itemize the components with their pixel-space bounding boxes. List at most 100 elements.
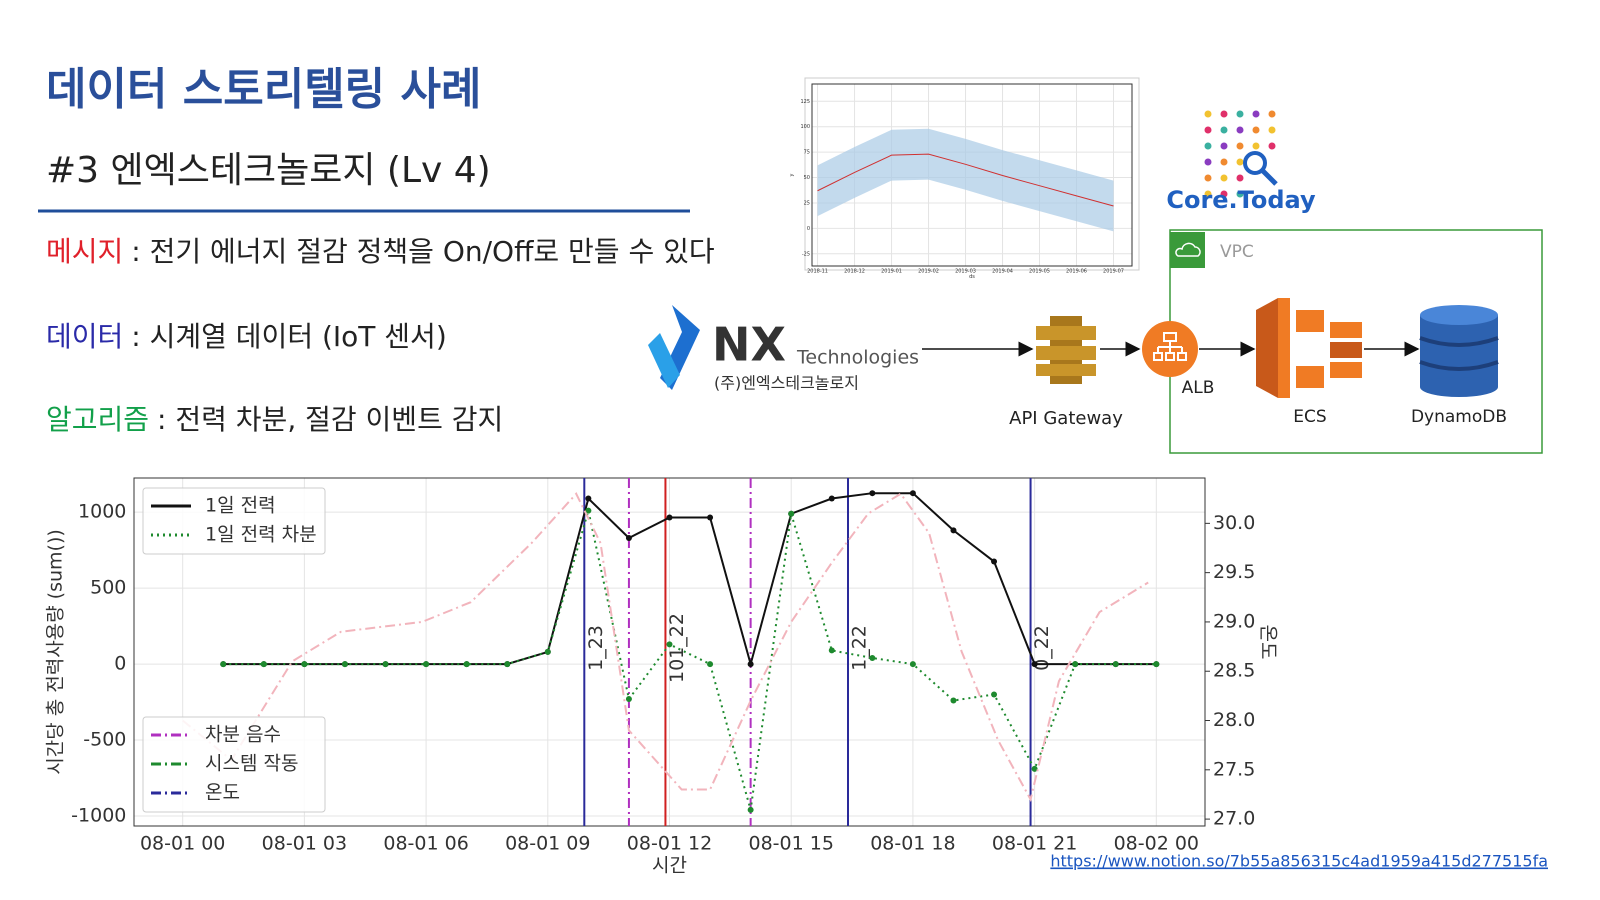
brand-magnifier-handle (1260, 168, 1278, 186)
title: 데이터 스토리텔링 사례 (46, 64, 481, 115)
series-line (182, 492, 1149, 803)
point (544, 648, 551, 655)
x-tick-label: 08-01 18 (870, 833, 955, 855)
brand-dot (1236, 190, 1244, 198)
point (747, 661, 754, 668)
point: 알고리즘: 전력 차분, 절감 이벤트 감지 (46, 403, 503, 436)
series-line (223, 492, 1157, 668)
x-tick-label: 08-01 03 (262, 833, 347, 855)
company-korean-name: (주)엔엑스테크놀로지 (714, 374, 859, 393)
x-tick-label: 2019-06 (1066, 268, 1087, 274)
plot-frame (811, 83, 1133, 267)
brand-dot (1204, 158, 1212, 166)
point (991, 691, 998, 698)
point (950, 527, 957, 534)
point (747, 806, 754, 813)
point (625, 696, 632, 703)
point (423, 661, 430, 668)
brand-dot (1236, 142, 1244, 150)
node-label: API Gateway (1009, 408, 1123, 429)
y2-tick-label: 30.0 (1213, 512, 1255, 534)
y2-tick-label: 29.0 (1213, 610, 1255, 632)
brand-dot (1252, 126, 1260, 134)
point (666, 641, 673, 648)
brand-dot (1220, 174, 1228, 182)
source-link[interactable]: https://www.notion.so/7b55a856315c4ad195… (1050, 852, 1548, 871)
point (1031, 765, 1038, 772)
point-text: : 전기 에너지 절감 정책을 On/Off로 만들 수 있다 (131, 235, 714, 268)
x-tick-label: 2019-01 (881, 268, 902, 274)
node-label: ALB (1182, 378, 1215, 398)
point (341, 661, 348, 668)
y-tick-label: 500 (90, 577, 126, 599)
y-tick-label: 75 (804, 150, 810, 156)
uncertainty-band (817, 128, 1114, 232)
point (1031, 661, 1038, 668)
legend-box (142, 716, 326, 813)
point-label: 메시지 (46, 235, 123, 268)
x-tick-label: 08-01 06 (383, 833, 468, 855)
y-tick-label: 25 (804, 200, 810, 206)
brand-dot (1220, 190, 1228, 198)
brand-logo (1204, 110, 1276, 198)
point (1153, 661, 1160, 668)
event-label: 1_23 (585, 625, 607, 671)
brand-dot (1252, 110, 1260, 118)
brand-dot (1236, 126, 1244, 134)
brand-dot (1268, 142, 1276, 150)
x-axis-label: 시간 (652, 854, 687, 876)
point (301, 661, 308, 668)
brand-dot (1220, 126, 1228, 134)
brand-dot (1204, 174, 1212, 182)
brand-dot (1220, 142, 1228, 150)
company-logo: NX Technologies (주)엔엑스테크놀로지 (648, 305, 919, 393)
point (463, 661, 470, 668)
point (909, 490, 916, 497)
point (828, 495, 835, 502)
x-tick-label: 08-01 09 (505, 833, 590, 855)
x-axis-label: ds (969, 274, 975, 280)
brand-dot (1220, 158, 1228, 166)
point (504, 661, 511, 668)
brand-dot (1204, 190, 1212, 198)
y2-tick-label: 28.5 (1213, 660, 1255, 682)
point (788, 510, 795, 517)
plot-frame (133, 477, 1206, 827)
event-label: 0_22 (1031, 625, 1053, 671)
y2-tick-label: 29.5 (1213, 561, 1255, 583)
x-tick-label: 08-01 00 (140, 833, 225, 855)
y-axis-label: y (789, 173, 795, 176)
y2-axis-label: 온도 (1257, 625, 1279, 660)
node-label: DynamoDB (1411, 407, 1507, 427)
point (869, 490, 876, 497)
x-tick-label: 08-01 12 (627, 833, 712, 855)
point (625, 535, 632, 541)
y-tick-label: 50 (804, 175, 810, 181)
legend-label: 온도 (205, 782, 240, 804)
charts: 08-01 00 08-01 03 08-01 06 08-01 09 08-01 12… (45, 83, 1279, 876)
ecs-icon (1256, 298, 1362, 398)
point (666, 514, 673, 521)
event-label: 1_22 (849, 625, 871, 671)
event-label: 101_22 (666, 613, 688, 683)
x-tick-label: 2019-05 (1029, 268, 1050, 274)
point (950, 697, 957, 704)
point (382, 661, 389, 668)
point (220, 661, 227, 668)
api-gateway-icon (1036, 316, 1096, 384)
point (585, 495, 592, 502)
brand-dot (1268, 110, 1276, 118)
point-text: : 전력 차분, 절감 이벤트 감지 (157, 403, 503, 436)
point (991, 558, 998, 565)
company-name: Technologies (796, 347, 919, 369)
brand-dot (1236, 174, 1244, 182)
legend-label: 차분 음수 (205, 724, 281, 746)
y-tick-label: 0 (807, 226, 810, 232)
point-label: 데이터 (46, 320, 123, 353)
point (585, 507, 592, 514)
brand-dot (1252, 142, 1260, 150)
series-line (223, 510, 1157, 811)
x-tick-label: 2018-11 (807, 268, 828, 274)
